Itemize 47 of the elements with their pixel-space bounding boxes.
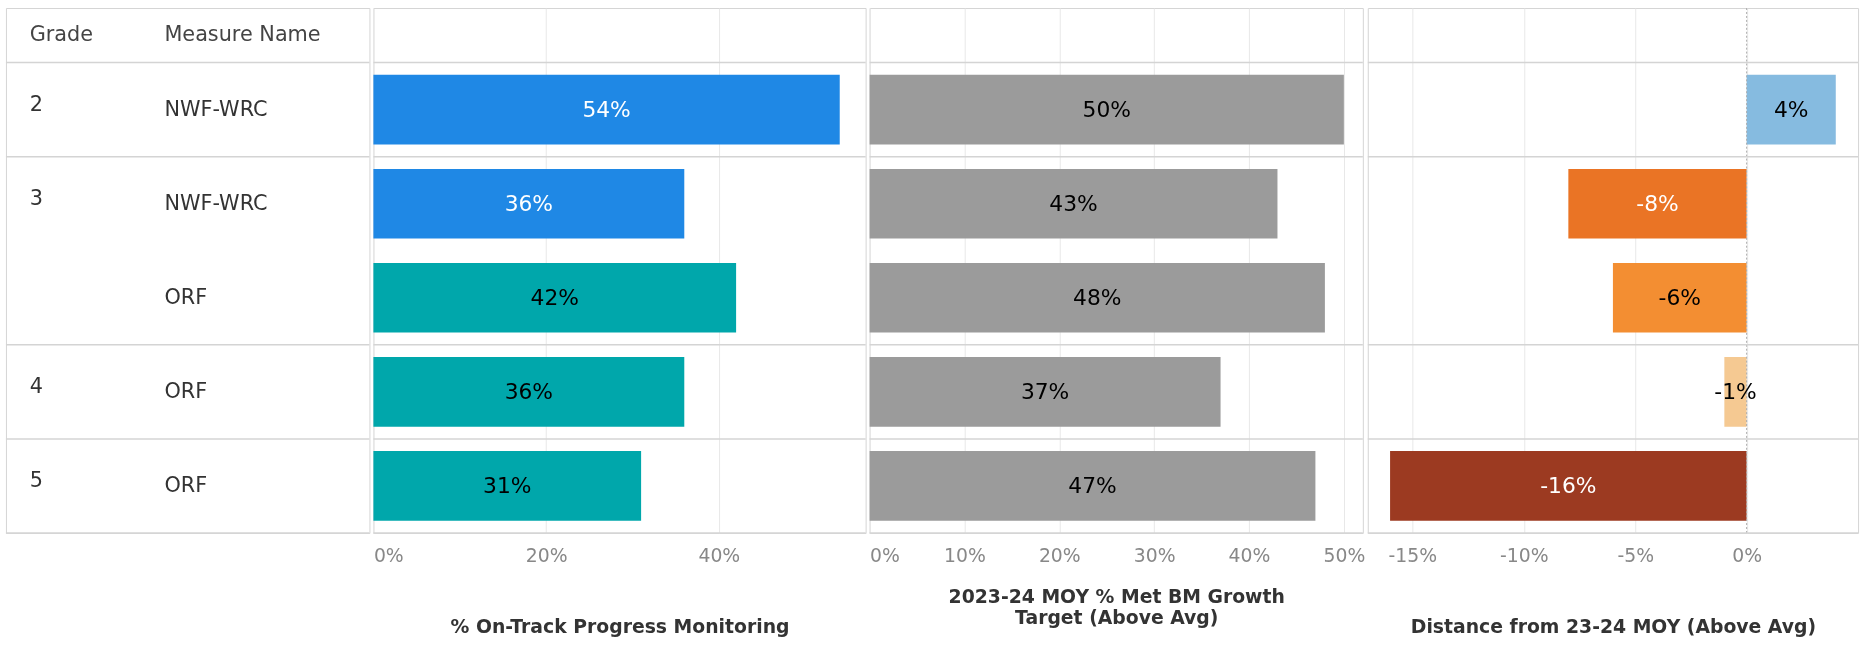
text: 2 xyxy=(29,91,43,116)
bar xyxy=(869,74,1344,145)
bar xyxy=(869,262,1325,333)
x-tick-label: 0% xyxy=(373,545,404,567)
x-tick-label: 0% xyxy=(870,545,900,567)
x-tick-label: 20% xyxy=(1038,545,1081,567)
x-tick-label: 40% xyxy=(1228,545,1271,567)
text: Grade xyxy=(29,22,94,47)
x-tick-label: 10% xyxy=(944,545,986,567)
bar xyxy=(869,168,1278,239)
text: Measure Name xyxy=(164,22,321,47)
x-tick-label: 50% xyxy=(1323,545,1366,567)
x-tick-label: 0% xyxy=(1732,545,1763,567)
bar xyxy=(869,357,1221,427)
x-tick-label: 40% xyxy=(698,545,741,567)
data-label: 37% xyxy=(1020,378,1070,404)
y-tick-label: ORF xyxy=(164,472,208,497)
x-tick-label: -10% xyxy=(1500,545,1549,567)
data-label: -16% xyxy=(1540,472,1597,498)
x-axis-title: % On-Track Progress Monitoring xyxy=(450,615,790,637)
bar xyxy=(869,451,1316,521)
data-label: 48% xyxy=(1073,284,1122,310)
text: 3 xyxy=(29,185,43,210)
x-tick-label: -15% xyxy=(1388,545,1438,567)
data-label: 54% xyxy=(582,96,631,122)
y-tick-label: ORF xyxy=(164,378,208,403)
data-label: 50% xyxy=(1082,96,1131,122)
data-label: 47% xyxy=(1068,472,1117,498)
y-tick-label: ORF xyxy=(164,284,208,309)
x-axis-title: 2023-24 MOY % Met BM Growth Target (Above Avg) xyxy=(948,585,1285,628)
data-label: 31% xyxy=(483,472,532,498)
data-label: 36% xyxy=(504,378,554,404)
text: 4 xyxy=(29,374,43,399)
x-axis-title: Distance from 23-24 MOY (Above Avg) xyxy=(1410,615,1817,637)
data-label: -8% xyxy=(1636,190,1679,216)
x-tick-label: 30% xyxy=(1133,545,1176,567)
text: 5 xyxy=(29,468,43,493)
x-tick-label: -5% xyxy=(1617,545,1655,567)
x-tick-label: 20% xyxy=(525,545,568,567)
y-tick-label: NWF-WRC xyxy=(164,190,268,215)
data-label: 36% xyxy=(504,190,554,216)
data-label: 43% xyxy=(1049,190,1098,216)
y-tick-label: NWF-WRC xyxy=(164,96,268,121)
data-label: 42% xyxy=(530,284,579,310)
data-label: -1% xyxy=(1714,378,1757,404)
data-label: -6% xyxy=(1658,284,1701,310)
data-label: 4% xyxy=(1773,96,1809,122)
